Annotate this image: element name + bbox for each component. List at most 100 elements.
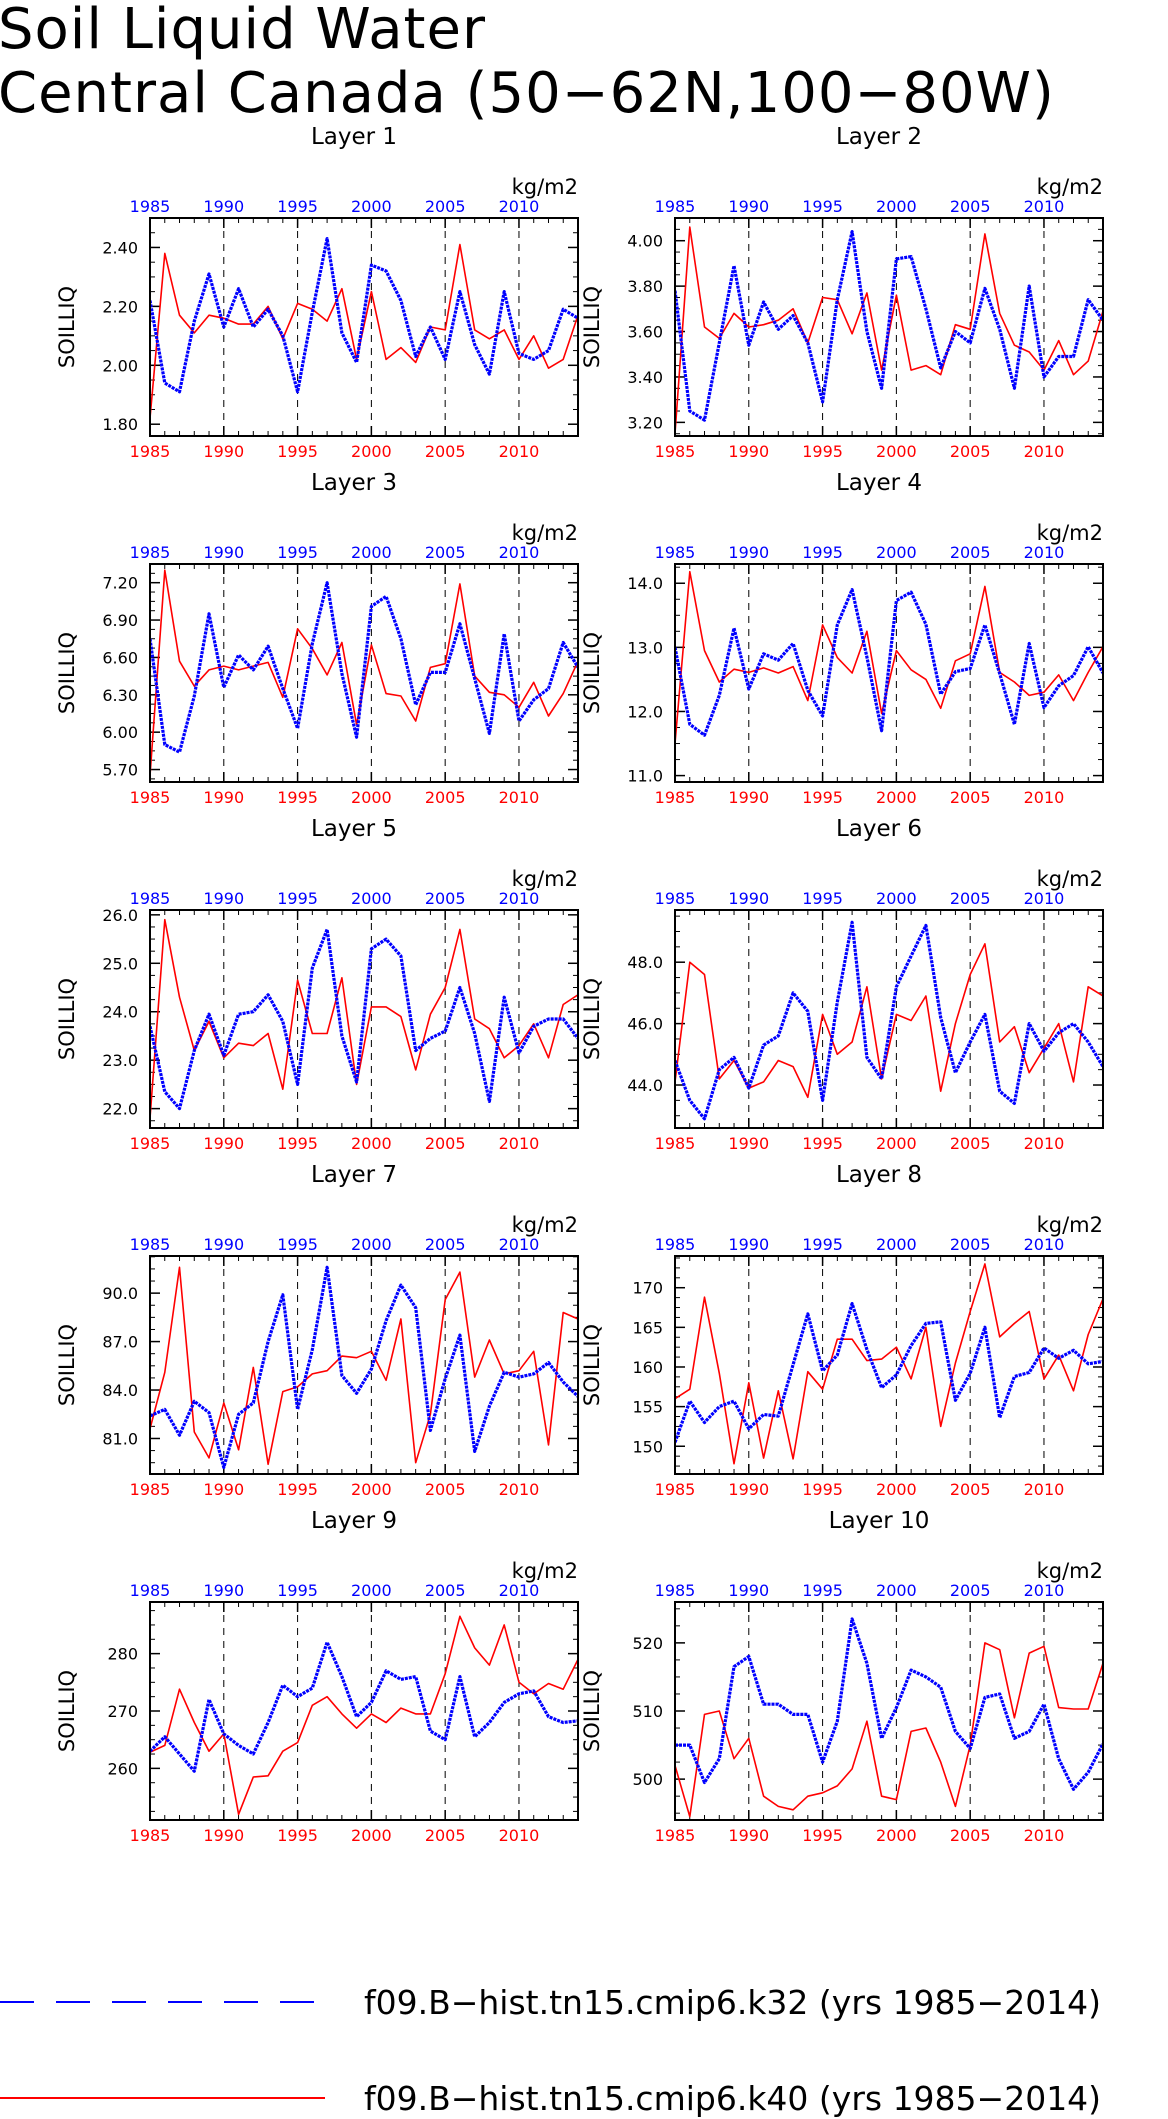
plot-frame: [674, 1601, 1104, 1821]
y-tick-label: 81.0: [102, 1429, 138, 1448]
y-tick-label: 44.0: [627, 1076, 663, 1095]
series-line-k32: [675, 1617, 1103, 1791]
x-tick-label-top: 1995: [277, 889, 318, 908]
x-tick-label-bottom: 2010: [1024, 1480, 1065, 1499]
plot-frame: [149, 1601, 579, 1821]
unit-label: kg/m2: [512, 175, 578, 199]
x-tick-label-bottom: 1990: [203, 1826, 244, 1845]
legend-label-k40: f09.B−hist.tn15.cmip6.k40 (yrs 1985−2014…: [364, 2079, 1101, 2118]
panel-3: Layer 3 kg/m2 1985 1985 1990 1990 1995 1995 2000…: [55, 470, 579, 807]
y-axis-label: SOILLIQ: [580, 286, 604, 368]
series-line-k32: [150, 1265, 578, 1470]
y-tick-label: 5.70: [102, 761, 138, 780]
y-tick-label: 24.0: [102, 1003, 138, 1022]
x-tick-label-bottom: 2010: [1024, 788, 1065, 807]
panel-grid: Layer 1 kg/m2 1985 1985 1990 1990 1995 1995 2000…: [55, 124, 1104, 1845]
x-tick-label-top: 1990: [728, 197, 769, 216]
x-tick-label-bottom: 1995: [802, 442, 843, 461]
x-tick-label-top: 1985: [655, 543, 696, 562]
x-tick-label-bottom: 2005: [950, 1826, 991, 1845]
y-axis-label: SOILLIQ: [580, 1670, 604, 1752]
x-tick-label-top: 1985: [130, 889, 171, 908]
x-tick-label-bottom: 2010: [1024, 1826, 1065, 1845]
x-tick-label-top: 2005: [425, 197, 466, 216]
x-tick-label-bottom: 1985: [130, 788, 171, 807]
x-tick-label-top: 1990: [728, 1235, 769, 1254]
x-tick-label-top: 2010: [1024, 889, 1065, 908]
x-tick-label-bottom: 1985: [655, 442, 696, 461]
x-tick-label-bottom: 1995: [802, 788, 843, 807]
x-tick-label-bottom: 2010: [499, 1480, 540, 1499]
plot-frame: [149, 1255, 579, 1475]
y-tick-label: 6.30: [102, 686, 138, 705]
plot-frame: [674, 1255, 1104, 1475]
x-tick-label-bottom: 1990: [203, 788, 244, 807]
y-axis-label: SOILLIQ: [55, 1324, 79, 1406]
y-tick-label: 90.0: [102, 1284, 138, 1303]
x-tick-label-bottom: 2000: [351, 1826, 392, 1845]
x-tick-label-top: 1990: [728, 543, 769, 562]
x-tick-label-top: 1995: [802, 1581, 843, 1600]
x-tick-label-top: 2010: [499, 543, 540, 562]
x-tick-label-bottom: 2000: [876, 442, 917, 461]
series-line-k40: [675, 1642, 1103, 1818]
x-tick-label-top: 1985: [655, 1235, 696, 1254]
x-tick-label-bottom: 2005: [425, 1826, 466, 1845]
panel-title: Layer 7: [311, 1162, 397, 1188]
panel-5: Layer 5 kg/m2 1985 1985 1990 1990 1995 1995 2000…: [55, 816, 579, 1153]
x-tick-label-bottom: 1990: [203, 442, 244, 461]
x-tick-label-top: 2000: [876, 197, 917, 216]
x-tick-label-bottom: 1995: [277, 788, 318, 807]
x-tick-label-top: 1995: [277, 197, 318, 216]
y-axis-label: SOILLIQ: [55, 632, 79, 714]
y-tick-label: 155: [632, 1398, 663, 1417]
x-tick-label-bottom: 2010: [1024, 1134, 1065, 1153]
y-axis-label: SOILLIQ: [55, 286, 79, 368]
x-tick-label-top: 2005: [950, 1581, 991, 1600]
x-tick-label-bottom: 2005: [425, 788, 466, 807]
x-tick-label-bottom: 1990: [203, 1134, 244, 1153]
x-tick-label-bottom: 1990: [728, 442, 769, 461]
plot-frame: [674, 909, 1104, 1129]
x-tick-label-bottom: 2010: [1024, 442, 1065, 461]
y-axis-label: SOILLIQ: [580, 978, 604, 1060]
y-tick-label: 6.00: [102, 723, 138, 742]
y-tick-label: 280: [107, 1645, 138, 1664]
panel-title: Layer 4: [836, 470, 922, 496]
y-tick-label: 87.0: [102, 1333, 138, 1352]
x-tick-label-top: 1985: [655, 889, 696, 908]
y-tick-label: 14.0: [627, 574, 663, 593]
unit-label: kg/m2: [512, 1559, 578, 1583]
x-tick-label-top: 1995: [277, 1235, 318, 1254]
x-tick-label-bottom: 1990: [728, 1480, 769, 1499]
series-line-k32: [675, 920, 1103, 1121]
x-tick-label-top: 2000: [876, 1581, 917, 1600]
x-tick-label-top: 2005: [425, 543, 466, 562]
x-tick-label-bottom: 2005: [950, 788, 991, 807]
series-line-k32: [150, 581, 578, 754]
x-tick-label-top: 2010: [499, 889, 540, 908]
unit-label: kg/m2: [512, 1213, 578, 1237]
y-tick-label: 160: [632, 1358, 663, 1377]
x-tick-label-bottom: 2010: [499, 1826, 540, 1845]
y-tick-label: 3.20: [627, 413, 663, 432]
x-tick-label-bottom: 2000: [876, 788, 917, 807]
panel-title: Layer 5: [311, 816, 397, 842]
x-tick-label-bottom: 1990: [728, 788, 769, 807]
x-tick-label-bottom: 1985: [130, 442, 171, 461]
x-tick-label-bottom: 1995: [802, 1480, 843, 1499]
x-tick-label-top: 1985: [130, 543, 171, 562]
x-tick-label-top: 2005: [950, 197, 991, 216]
x-tick-label-top: 2005: [950, 1235, 991, 1254]
x-tick-label-top: 2000: [351, 197, 392, 216]
panel-title: Layer 6: [836, 816, 922, 842]
x-tick-label-bottom: 1990: [728, 1134, 769, 1153]
x-tick-label-top: 2010: [499, 197, 540, 216]
series-line-k32: [150, 1640, 578, 1773]
x-tick-label-bottom: 2005: [425, 1134, 466, 1153]
y-tick-label: 13.0: [627, 638, 663, 657]
y-tick-label: 3.60: [627, 323, 663, 342]
y-tick-label: 520: [632, 1634, 663, 1653]
x-tick-label-bottom: 2005: [950, 1134, 991, 1153]
x-tick-label-top: 2010: [499, 1235, 540, 1254]
